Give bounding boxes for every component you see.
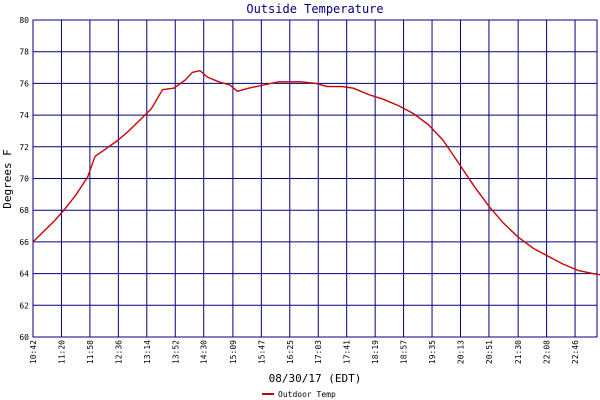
x-tick-label: 18:57 — [400, 340, 409, 364]
legend-label: Outdoor Temp — [278, 390, 336, 399]
x-tick-label: 13:52 — [171, 340, 180, 364]
x-tick-label: 16:25 — [286, 340, 295, 364]
x-tick-label: 17:03 — [314, 340, 323, 364]
y-tick-label: 60 — [19, 333, 29, 342]
x-tick-label: 15:47 — [257, 340, 266, 364]
plot-area: 60 62 64 66 68 70 72 74 76 78 80 10:42 11:20 11:58 12:… — [19, 16, 600, 364]
y-tick-label: 76 — [19, 79, 29, 88]
x-tick-label: 18:19 — [371, 340, 380, 364]
y-tick-label: 74 — [19, 111, 29, 120]
x-tick-label: 20:13 — [456, 340, 465, 364]
y-tick-label: 72 — [19, 143, 29, 152]
legend: Outdoor Temp — [262, 390, 336, 399]
plot-border — [32, 19, 598, 338]
series-line-outdoor-temp — [32, 69, 600, 276]
y-tick-label: 64 — [19, 270, 29, 279]
x-axis-label: 08/30/17 (EDT) — [269, 372, 362, 385]
y-tick-label: 62 — [19, 301, 29, 310]
y-tick-label: 66 — [19, 238, 29, 247]
y-tick-label: 78 — [19, 48, 29, 57]
y-axis-label: Degrees F — [1, 149, 14, 209]
x-tick-label: 17:41 — [343, 340, 352, 364]
x-tick-label: 10:42 — [29, 340, 38, 364]
x-tick-label: 14:30 — [200, 340, 209, 364]
y-tick-label: 68 — [19, 206, 29, 215]
x-tick-label: 13:14 — [143, 340, 152, 364]
x-tick-label: 12:36 — [114, 340, 123, 364]
x-tick-label: 11:20 — [57, 340, 66, 364]
x-tick-label: 22:08 — [543, 340, 552, 364]
x-tick-label: 22:46 — [571, 340, 580, 364]
chart-title: Outside Temperature — [246, 2, 383, 16]
x-tick-label: 11:58 — [86, 340, 95, 364]
x-tick-label: 19:35 — [428, 340, 437, 364]
x-tick-label: 21:30 — [514, 340, 523, 364]
x-tick-label: 20:51 — [485, 340, 494, 364]
y-tick-label: 70 — [19, 175, 29, 184]
y-tick-label: 80 — [19, 16, 29, 25]
x-tick-label: 15:09 — [229, 340, 238, 364]
